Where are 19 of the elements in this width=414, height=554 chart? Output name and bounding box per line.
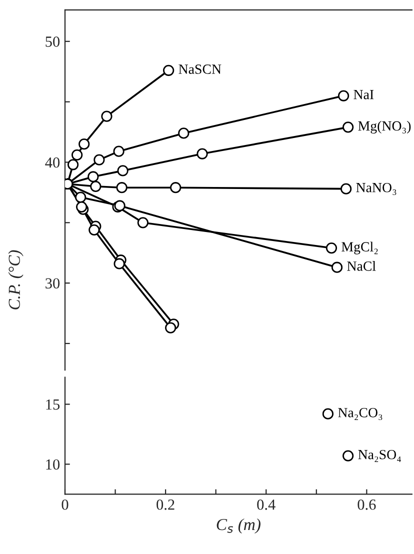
y-tick-label: 50 [46,36,60,47]
series-label: NaCl [347,261,376,271]
series-label: NaNO₃ [356,182,396,196]
x-tick-label: 0.4 [257,499,276,510]
y-tick-label: 30 [46,278,60,289]
y-tick-label: 15 [46,399,60,410]
x-tick-label: 0 [62,499,68,510]
y-tick-label: 40 [45,157,60,168]
series-label: MgCl₂ [342,242,378,254]
y-tick-label: 10 [46,459,60,470]
series-label: NaI [354,90,374,100]
x-tick-label: 0.2 [156,499,174,510]
x-axis-title: C$_{s}$ (m) [216,518,260,534]
series-label: Mg(NO₃) [358,120,411,134]
series-label: Na₂CO₃ [338,408,382,420]
y-axis-title: C.P. (°C) [8,250,24,310]
x-tick-label: 0.6 [358,499,376,510]
series-label: NaSCN [178,64,222,74]
series-label: Na₂SO₄ [358,450,401,462]
